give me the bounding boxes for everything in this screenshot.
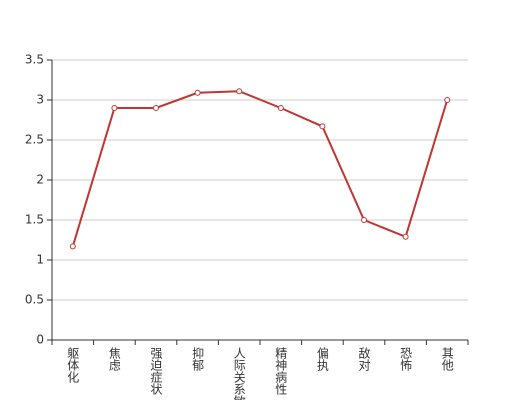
point: [277, 105, 284, 111]
y-tick-label: 0.5: [25, 293, 44, 307]
point: [111, 105, 118, 111]
x-tick-label: 抑郁: [191, 346, 205, 372]
x-tick-label: 强迫症状: [149, 347, 163, 395]
x-tick-label: 敌对: [357, 346, 371, 371]
point: [153, 105, 159, 111]
y-tick-label: 1: [36, 253, 44, 267]
x-tick-label: 焦虑: [107, 347, 121, 371]
point: [402, 233, 409, 240]
point: [361, 217, 367, 223]
y-tick-label: 3: [36, 93, 44, 107]
x-tick-label: 躯体化: [66, 346, 80, 384]
x-tick-label: 偏执: [315, 346, 329, 372]
point: [319, 123, 326, 130]
x-tick-label: 精神病性: [274, 347, 288, 396]
x-tick-label: 其他: [440, 347, 454, 371]
y-tick-label: 2: [36, 173, 44, 187]
line: [71, 90, 449, 247]
x-tick-label: 恐怖: [399, 347, 413, 371]
point: [444, 97, 451, 103]
point: [194, 89, 201, 96]
y-tick-label: 1.5: [25, 213, 44, 227]
y-tick-label: 2.5: [25, 133, 44, 147]
point: [236, 88, 243, 95]
x-tick-label: 人际关系敏感: [232, 347, 246, 400]
point: [69, 243, 76, 250]
y-tick-label: 0: [36, 333, 44, 347]
y-tick-label: 3.5: [25, 53, 44, 67]
